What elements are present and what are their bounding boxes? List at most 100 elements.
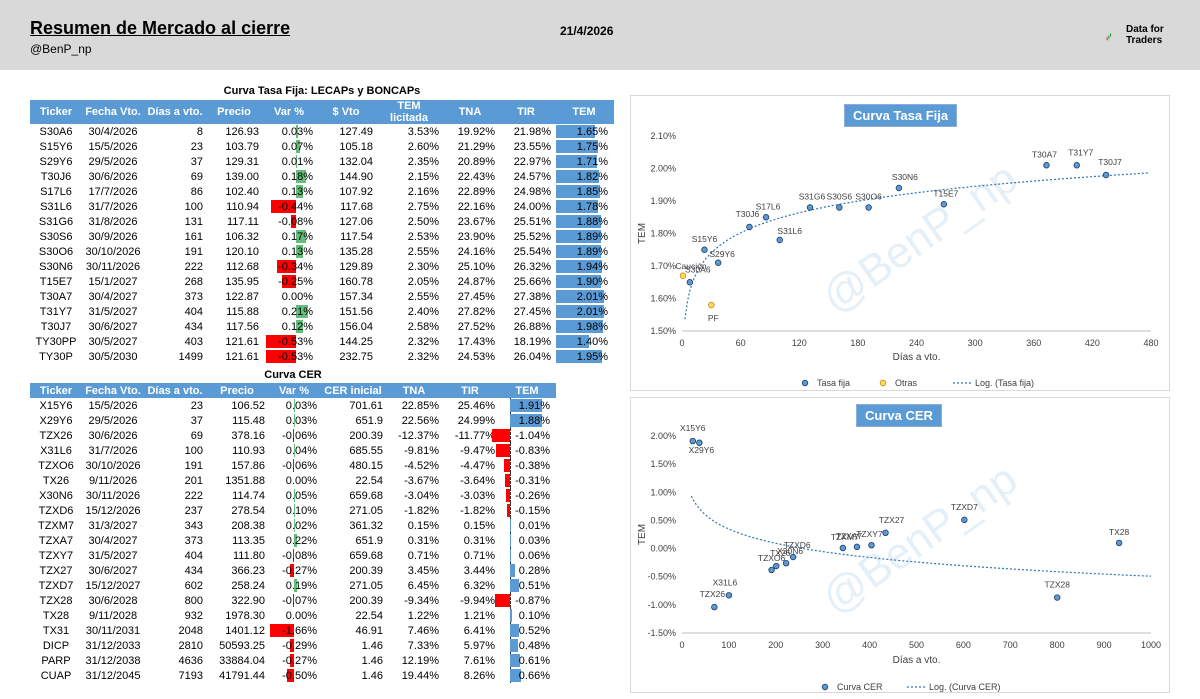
cell-value: 21.98% (514, 126, 551, 138)
bar-axis-line (510, 503, 511, 518)
cell-value: -9.47% (460, 445, 495, 457)
cell-value: 322.90 (231, 595, 265, 607)
table-cell: 30/5/2030 (82, 349, 144, 364)
cell-value: -4.47% (460, 460, 495, 472)
table-cell: 15/12/2026 (82, 503, 144, 518)
cell-value: 22.89% (458, 186, 495, 198)
table-cell: -0.25% (262, 274, 316, 289)
cell-value: 659.68 (349, 550, 383, 562)
cell-value: 24.99% (458, 415, 495, 427)
cell-value: 161 (185, 231, 203, 243)
cell-value: 69 (191, 430, 203, 442)
table-cell: 31/8/2026 (82, 214, 144, 229)
cell-value: 6.45% (408, 580, 439, 592)
table-cell: 27.52% (442, 319, 498, 334)
table-cell: 30/6/2027 (82, 563, 144, 578)
table-cell: 41791.44 (206, 668, 268, 683)
report-date: 21/4/2026 (560, 24, 613, 38)
table-cell: 0.61% (498, 653, 556, 668)
cell-value: 24.00% (514, 201, 551, 213)
data-point (1103, 172, 1109, 178)
table-cell: -0.83% (498, 443, 556, 458)
cell-value: 1.88% (519, 415, 550, 427)
cell-value: 1.95% (577, 351, 608, 363)
table-cell: 30/11/2031 (82, 623, 144, 638)
table-cell: 0.03% (268, 398, 320, 413)
cell-value: 31/7/2026 (89, 201, 138, 213)
table-cell: 29/5/2026 (82, 413, 144, 428)
table-cell: 237 (144, 503, 206, 518)
table-cell: 135.95 (206, 274, 262, 289)
table-cell: 3.45% (386, 563, 442, 578)
cell-value: 278.54 (231, 505, 265, 517)
table-cell: 31/5/2027 (82, 304, 144, 319)
cell-value: 0.71% (408, 550, 439, 562)
table-cell: -3.03% (442, 488, 498, 503)
cell-value: 20.89% (458, 156, 495, 168)
cell-value: -11.77% (455, 430, 495, 442)
tem-bar (510, 549, 511, 562)
data-point-label: TZXD6 (784, 540, 811, 550)
cell-value: 434 (185, 565, 203, 577)
cell-value: 0.03% (286, 400, 317, 412)
table-cell: -1.66% (268, 623, 320, 638)
cell-value: 27.82% (458, 306, 495, 318)
data-point-label: S29Y6 (709, 249, 735, 259)
cell-value: -0.34% (278, 261, 313, 273)
table-cell: S30O6 (30, 244, 82, 259)
table-cell: 2.30% (376, 259, 442, 274)
cell-value: 113.35 (232, 535, 265, 547)
tem-bar (510, 534, 511, 547)
legend-swatch (822, 684, 828, 690)
cell-value: 15/1/2027 (89, 276, 138, 288)
cell-value: 160.78 (339, 276, 373, 288)
cell-value: 1.78% (577, 201, 608, 213)
table-cell: -0.29% (268, 638, 320, 653)
brand-line-2: Traders (1126, 35, 1164, 46)
cell-value: -0.08% (282, 550, 317, 562)
table-cell: 0.04% (268, 443, 320, 458)
cell-value: 0.61% (519, 655, 550, 667)
cell-value: 12.19% (402, 655, 439, 667)
cell-value: 17/7/2026 (89, 186, 138, 198)
table-cell: 139.00 (206, 169, 262, 184)
table-cell: 22.85% (386, 398, 442, 413)
data-point (712, 604, 718, 610)
cell-value: 126.93 (225, 126, 259, 138)
cell-value: 1499 (179, 351, 203, 363)
y-tick-label: 1.50% (650, 459, 676, 469)
cell-value: 144.90 (339, 171, 373, 183)
table-cell: 9/11/2028 (82, 608, 144, 623)
cell-value: -9.34% (404, 595, 439, 607)
x-tick-label: 120 (792, 338, 807, 348)
cell-value: 30/6/2027 (89, 321, 138, 333)
table-cell: -0.27% (268, 653, 320, 668)
cell-value: 0.66% (519, 670, 550, 682)
cell-value: TZX28 (39, 595, 72, 607)
table-cell: 4636 (144, 653, 206, 668)
data-point (883, 530, 889, 536)
bar-axis-line (510, 428, 511, 443)
cell-value: 25.52% (514, 231, 551, 243)
table-cell: 659.68 (320, 548, 386, 563)
cell-value: 117.56 (226, 321, 259, 333)
data-point (869, 542, 875, 548)
cell-value: 200.39 (349, 430, 383, 442)
table-cell: 121.61 (206, 349, 262, 364)
cer-chart-svg: @BenP_np-1.50%-1.00%-0.50%0.00%0.50%1.00… (631, 398, 1171, 694)
cell-value: 2.50% (408, 216, 439, 228)
table-cell: TZX27 (30, 563, 82, 578)
table-cell: 106.52 (206, 398, 268, 413)
table-cell: 0.03% (268, 413, 320, 428)
cell-value: 132.04 (339, 156, 373, 168)
x-tick-label: 600 (956, 640, 971, 650)
table-cell: S30N6 (30, 259, 82, 274)
table-cell: 111.80 (206, 548, 268, 563)
y-tick-label: 2.10% (650, 131, 676, 141)
table-cell: 126.93 (206, 124, 262, 139)
table-cell: 151.56 (316, 304, 376, 319)
